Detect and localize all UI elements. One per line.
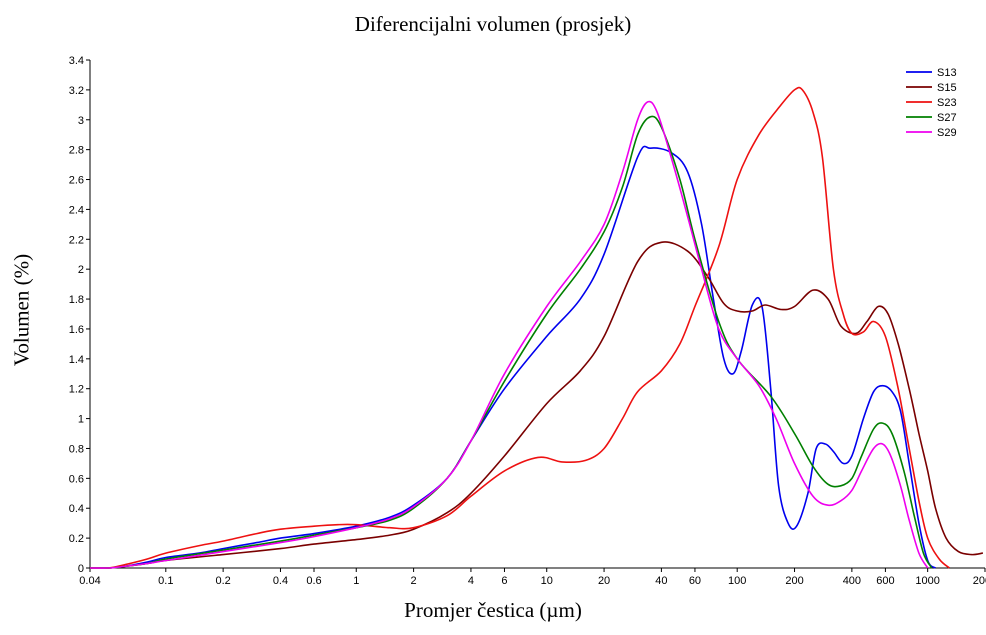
- legend-label-s23: S23: [937, 97, 957, 109]
- x-tick-label: 0.4: [273, 575, 288, 587]
- x-tick-label: 0.2: [215, 575, 230, 587]
- series-line-s23: [89, 86, 950, 570]
- y-tick-label: 3.2: [69, 85, 84, 97]
- y-tick-label: 1.6: [69, 324, 84, 336]
- series-line-s29: [89, 100, 929, 569]
- x-tick-label: 0.6: [306, 575, 321, 587]
- x-axis-label: Promjer čestica (µm): [404, 598, 582, 622]
- x-tick-label: 20: [598, 575, 610, 587]
- y-tick-label: 2.6: [69, 175, 84, 187]
- y-tick-label: 3.4: [69, 55, 84, 67]
- y-tick-label: 0: [78, 563, 84, 575]
- x-tick-label: 2000: [973, 575, 986, 587]
- y-tick-label: 3: [78, 115, 84, 127]
- x-tick-label: 600: [876, 575, 894, 587]
- x-tick-label: 100: [728, 575, 746, 587]
- x-tick-label: 40: [655, 575, 667, 587]
- x-tick-label: 2: [411, 575, 417, 587]
- x-tick-label: 0.04: [79, 575, 100, 587]
- x-tick-label: 10: [541, 575, 553, 587]
- x-tick-label: 1000: [915, 575, 939, 587]
- y-tick-label: 1: [78, 414, 84, 426]
- series-line-s27: [89, 115, 933, 569]
- series-line-s13: [89, 145, 937, 569]
- x-tick-label: 200: [785, 575, 803, 587]
- series-line-s15: [89, 241, 984, 569]
- legend: S13 S15 S23 S27 S29: [906, 67, 957, 139]
- y-tick-label: 0.6: [69, 473, 84, 485]
- y-tick-label: 0.8: [69, 443, 84, 455]
- legend-label-s13: S13: [937, 67, 957, 79]
- y-tick-label: 0.2: [69, 533, 84, 545]
- chart-title: Diferencijalni volumen (prosjek): [354, 12, 632, 36]
- legend-label-s27: S27: [937, 112, 957, 124]
- y-tick-label: 1.8: [69, 294, 84, 306]
- legend-label-s15: S15: [937, 82, 957, 94]
- x-tick-label: 60: [689, 575, 701, 587]
- y-tick-label: 1.2: [69, 384, 84, 396]
- axes: 0 0.2 0.4 0.6 0.8 1 1.2 1.4 1.6 1.8 2 2.2 2.4 2.6 2.8 3…: [69, 55, 986, 587]
- series-layer: [89, 86, 984, 570]
- x-tick-label: 6: [501, 575, 507, 587]
- x-tick-label: 0.1: [158, 575, 173, 587]
- y-tick-label: 1.4: [69, 354, 84, 366]
- y-tick-label: 2.4: [69, 204, 84, 216]
- x-tick-label: 1: [353, 575, 359, 587]
- legend-label-s29: S29: [937, 127, 957, 139]
- y-tick-label: 2.2: [69, 234, 84, 246]
- y-tick-label: 2: [78, 264, 84, 276]
- x-tick-label: 4: [468, 575, 474, 587]
- y-tick-label: 2.8: [69, 145, 84, 157]
- x-tick-label: 400: [843, 575, 861, 587]
- y-tick-label: 0.4: [69, 503, 84, 515]
